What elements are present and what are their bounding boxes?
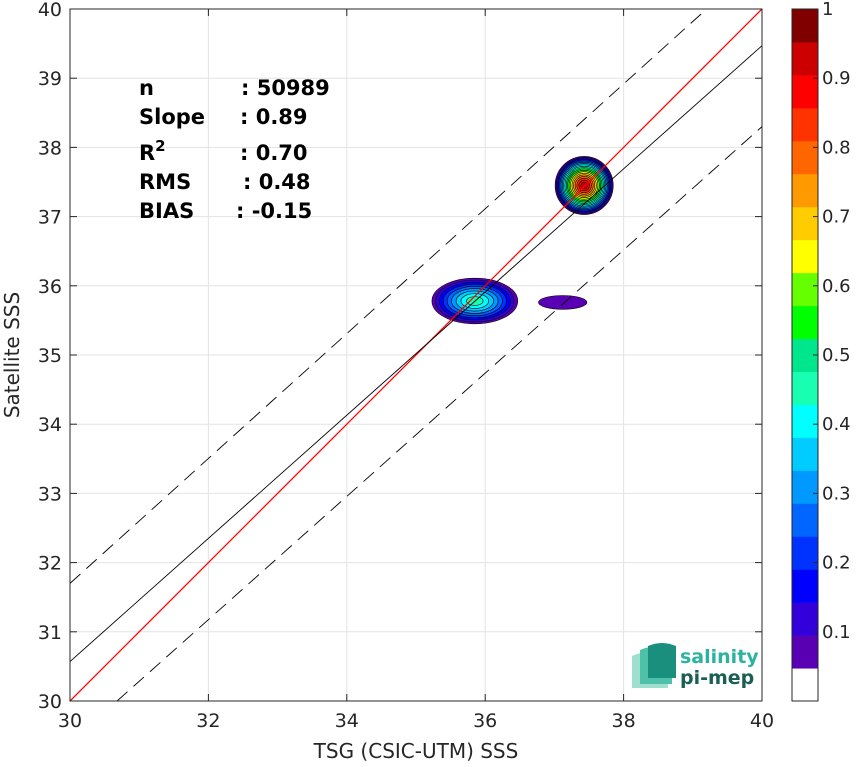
- x-tick-label: 30: [58, 710, 82, 732]
- stat-value: : 0.89: [240, 105, 308, 129]
- colorbar-tick-label: 0.5: [822, 345, 851, 366]
- stat-label: RMS: [139, 170, 191, 194]
- stat-label: Slope: [139, 105, 205, 129]
- colorbar-segment: [792, 305, 818, 340]
- colorbar-segment: [792, 272, 818, 307]
- x-axis-title: TSG (CSIC-UTM) SSS: [313, 739, 519, 763]
- colorbar-segment: [792, 470, 818, 504]
- colorbar-tick-label: 0.3: [822, 483, 851, 504]
- reference-lines: [70, 9, 762, 701]
- y-tick-label: 32: [38, 553, 62, 575]
- logo-text-salinity: salinity: [680, 646, 759, 668]
- colorbar-segment: [792, 602, 818, 636]
- colorbar-segment: [792, 173, 818, 208]
- colorbar-segment: [792, 668, 818, 702]
- colorbar-segment: [792, 404, 818, 438]
- stat-value: : 0.48: [243, 170, 311, 194]
- confidence-bound-line: [70, 9, 707, 584]
- colorbar-segment: [792, 371, 818, 405]
- y-tick-label: 34: [38, 414, 62, 436]
- colorbar-segment: [792, 503, 818, 537]
- colorbar-tick-label: 1: [822, 0, 833, 20]
- density-contour-level: [580, 181, 588, 189]
- confidence-bound-line: [116, 126, 762, 701]
- y-tick-label: 38: [38, 137, 62, 159]
- grid-lines: [69, 8, 763, 702]
- colorbar-tick-label: 0.9: [822, 68, 851, 89]
- x-tick-label: 32: [196, 710, 220, 732]
- x-tick-label: 40: [750, 710, 774, 732]
- y-tick-label: 40: [38, 0, 62, 21]
- y-tick-label: 36: [38, 276, 62, 298]
- colorbar-segment: [792, 206, 818, 241]
- colorbar-segment: [792, 569, 818, 603]
- stat-value: : 0.70: [240, 141, 308, 165]
- colorbar-segment: [792, 437, 818, 471]
- x-tick-label: 36: [473, 710, 497, 732]
- y-tick-label: 33: [38, 483, 62, 505]
- colorbar-tick-label: 0.2: [822, 553, 851, 574]
- colorbar-tick-label: 0.8: [822, 137, 851, 158]
- colorbar-segment: [792, 9, 818, 43]
- colorbar-segment: [792, 41, 818, 76]
- axis-ticks: 30 32 34 36 38 40 30 31 32 33 34 35 36 37 38 39 40: [38, 0, 774, 732]
- x-tick-label: 34: [335, 710, 359, 732]
- wave-logo-icon: [632, 643, 676, 688]
- y-tick-label: 39: [38, 68, 62, 90]
- y-tick-label: 35: [38, 345, 62, 367]
- density-contours: [431, 156, 614, 325]
- regression-line: [70, 45, 762, 662]
- colorbar-segment: [792, 140, 818, 175]
- x-tick-label: 38: [612, 710, 636, 732]
- logo-text-pi-mep: pi-mep: [680, 667, 754, 689]
- y-tick-label: 31: [38, 622, 62, 644]
- colorbar-tick-label: 0.4: [822, 414, 851, 435]
- stat-value: : 50989: [241, 76, 330, 100]
- colorbar: 0.1 0.2 0.3 0.4 0.5 0.6 0.7 0.8 0.9 1: [791, 0, 851, 702]
- colorbar-tick-label: 0.7: [822, 207, 851, 228]
- density-contour-level: [538, 295, 588, 310]
- stat-label: BIAS: [139, 199, 194, 223]
- stat-label: n: [139, 76, 154, 100]
- colorbar-segment: [792, 74, 818, 109]
- colorbar-segment: [792, 107, 818, 142]
- colorbar-segment: [792, 239, 818, 274]
- y-tick-label: 37: [38, 207, 62, 229]
- colorbar-tick-label: 0.6: [822, 276, 851, 297]
- y-axis-title: Satellite SSS: [0, 292, 24, 418]
- colorbar-segment: [792, 635, 818, 669]
- stat-value: : -0.15: [236, 199, 312, 223]
- identity-line: [70, 9, 762, 701]
- colorbar-tick-label: 0.1: [822, 622, 851, 643]
- y-tick-label: 30: [38, 691, 62, 713]
- salinity-pi-mep-logo: salinity pi-mep: [632, 643, 759, 689]
- colorbar-segment: [792, 536, 818, 570]
